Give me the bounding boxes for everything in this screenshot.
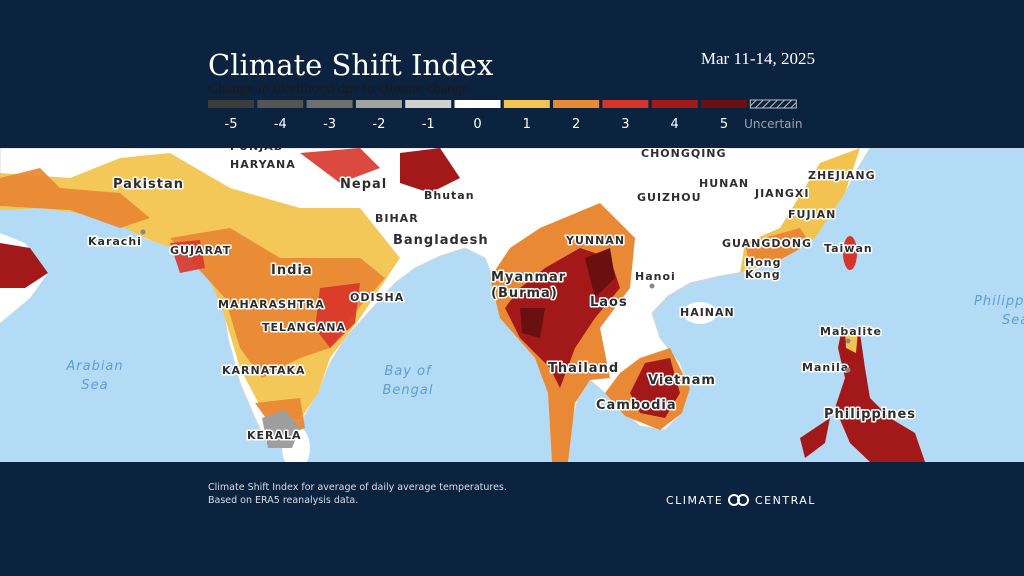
heat-area — [0, 168, 385, 438]
place-label: Vietnam — [648, 373, 716, 388]
sea-label: Bay of Bengal — [383, 364, 434, 398]
place-label: Bhutan — [424, 189, 475, 202]
legend-swatch — [701, 100, 747, 108]
legend-swatch — [749, 99, 797, 109]
place-label: Hong Kong — [745, 256, 781, 281]
place-label: Myanmar (Burma) — [491, 270, 566, 301]
brand-logo — [728, 494, 749, 506]
legend-label: 2 — [572, 117, 580, 132]
legend-swatch — [454, 100, 501, 108]
place-label: HUNAN — [699, 177, 749, 190]
place-label-line: (Burma) — [491, 286, 558, 301]
place-label: MAHARASHTRA — [218, 298, 325, 311]
heat-area — [745, 228, 810, 268]
map: PUNJAB HARYANA Nepal Bhutan Pakistan Kar… — [0, 140, 1024, 462]
legend-label: 3 — [621, 117, 629, 132]
place-label: Philippines — [824, 407, 916, 422]
place-label: FUJIAN — [788, 208, 836, 221]
brand: CLIMATE — [666, 494, 723, 507]
sea-label-line: Sea — [81, 378, 108, 393]
place-label: Cambodia — [596, 398, 677, 413]
place-label: Manila — [802, 361, 849, 374]
legend-label: 1 — [523, 117, 531, 132]
place-label: Pakistan — [113, 177, 184, 192]
legend-swatch — [553, 100, 600, 108]
legend: -5 -4 -3 -2 -1 0 1 2 3 4 5 Uncertain — [208, 99, 802, 132]
uncertain-area — [262, 410, 300, 448]
place-label: TELANGANA — [262, 321, 346, 334]
heat-area — [170, 148, 380, 348]
heat-area — [800, 328, 925, 462]
sea-label: Arabian Sea — [65, 359, 123, 393]
place-label: GUJARAT — [170, 244, 231, 257]
place-label: Mabalite — [820, 325, 882, 338]
legend-swatch — [257, 100, 304, 108]
heat-area — [845, 328, 858, 353]
legend-swatch — [651, 100, 698, 108]
sea-label-line: Philippine — [974, 294, 1024, 309]
place-label-line: Hong — [745, 256, 781, 269]
legend-swatch — [602, 100, 649, 108]
place-label: GUIZHOU — [637, 191, 702, 204]
place-label: Bangladesh — [393, 233, 489, 248]
city-dot — [140, 229, 146, 235]
place-label: CHONGQING — [641, 147, 727, 160]
legend-label: 5 — [720, 117, 728, 132]
place-label-line: Kong — [745, 268, 781, 281]
city-dot — [845, 338, 851, 344]
sea-label-line: Bengal — [383, 383, 434, 398]
legend-label: -3 — [323, 117, 336, 132]
legend-swatch — [503, 100, 550, 108]
legend-label: 4 — [671, 117, 679, 132]
title: Climate Shift Index — [208, 48, 493, 82]
legend-swatch — [405, 100, 452, 108]
legend-label: -4 — [274, 117, 287, 132]
date: Mar 11-14, 2025 — [701, 49, 815, 68]
place-label: BIHAR — [375, 212, 419, 225]
place-label: KARNATAKA — [222, 364, 306, 377]
footer-note: Based on ERA5 reanalysis data. — [208, 495, 358, 506]
sea-label-line: Sea — [1002, 313, 1024, 328]
city-dot — [845, 367, 851, 373]
place-label: Karachi — [88, 235, 142, 248]
place-label: YUNNAN — [565, 234, 625, 247]
legend-swatch — [355, 100, 402, 108]
legend-label: -1 — [422, 117, 435, 132]
place-label: JIANGXI — [754, 187, 810, 200]
heat-area — [520, 248, 615, 338]
place-label: ZHEJIANG — [808, 169, 876, 182]
legend-swatch — [208, 100, 254, 108]
island — [843, 236, 857, 270]
place-label: Thailand — [548, 361, 619, 376]
place-label: HAINAN — [680, 306, 735, 319]
footer-note: Climate Shift Index for average of daily… — [208, 482, 507, 493]
legend-label: -5 — [225, 117, 238, 132]
place-label: Taiwan — [824, 242, 873, 255]
place-label: PUNJAB — [230, 140, 283, 153]
legend-swatch — [306, 100, 353, 108]
city-dot — [649, 283, 655, 289]
place-label: Hanoi — [635, 270, 676, 283]
place-label: HARYANA — [230, 158, 296, 171]
subtitle: Change in likelihood due to climate chan… — [208, 81, 469, 97]
place-label: GUANGDONG — [722, 237, 812, 250]
place-label: India — [271, 263, 313, 278]
legend-label: Uncertain — [744, 117, 802, 131]
place-label: Laos — [590, 295, 628, 310]
heat-area — [630, 358, 680, 418]
island — [683, 302, 717, 324]
place-label-line: Myanmar — [491, 270, 566, 285]
place-label: ODISHA — [350, 291, 404, 304]
legend-label: -2 — [372, 117, 385, 132]
sea-label: Philippine Sea — [974, 294, 1024, 328]
sea-label-line: Arabian — [65, 359, 123, 374]
place-label: KERALA — [247, 429, 302, 442]
sea-label-line: Bay of — [384, 364, 433, 379]
brand: CENTRAL — [755, 494, 816, 507]
legend-label: 0 — [473, 117, 481, 132]
heat-area — [0, 148, 460, 288]
place-label: Nepal — [340, 177, 387, 192]
